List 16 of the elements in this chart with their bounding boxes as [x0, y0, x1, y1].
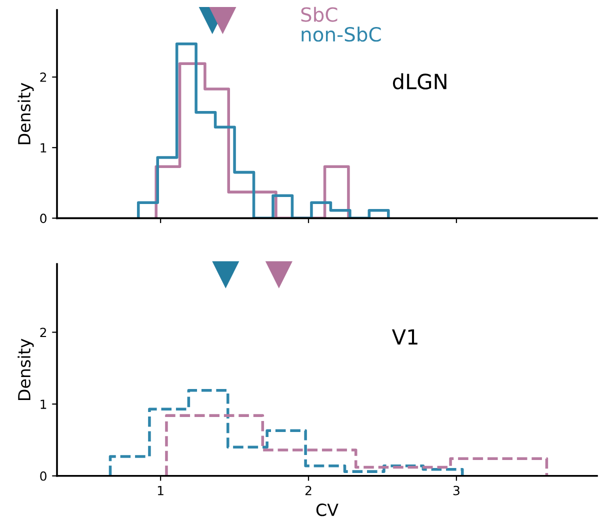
x-tick-label: 1	[158, 486, 164, 496]
x-tick-label: 3	[453, 486, 460, 496]
y-axis-title: Density	[18, 82, 34, 144]
text: SbC	[301, 6, 338, 22]
y-tick-label: 2	[40, 328, 46, 337]
y-axis-title: Density	[18, 338, 34, 400]
text: non-SbC	[302, 26, 381, 42]
annotation: V1	[392, 329, 418, 345]
x-axis-title: CV	[316, 504, 338, 516]
y-tick-label: 2	[40, 72, 46, 82]
x-tick-label: 2	[305, 486, 312, 496]
y-tick-label: 1	[40, 400, 46, 409]
y-tick-label: 0	[40, 471, 46, 481]
annotation: dLGN	[392, 73, 446, 90]
y-tick-label: 1	[40, 143, 46, 152]
y-tick-label: 0	[40, 214, 46, 224]
